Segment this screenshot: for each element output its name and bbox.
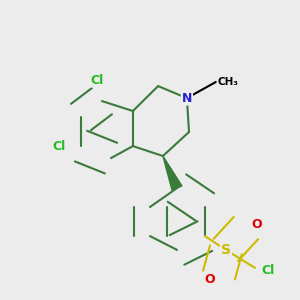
Text: O: O [252, 218, 262, 231]
Text: Cl: Cl [52, 140, 66, 153]
Text: CH₃: CH₃ [218, 77, 239, 87]
Text: Cl: Cl [90, 74, 104, 87]
Text: S: S [221, 243, 231, 257]
Polygon shape [163, 156, 182, 190]
Text: O: O [205, 273, 215, 286]
Text: N: N [182, 92, 192, 105]
Text: Cl: Cl [261, 264, 274, 278]
